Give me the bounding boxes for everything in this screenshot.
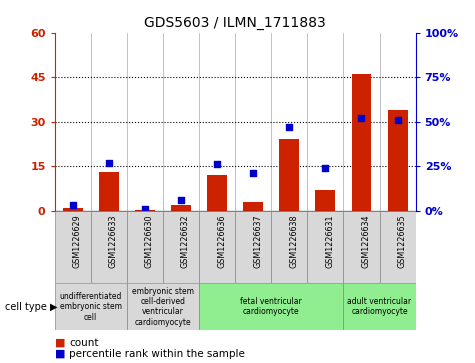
Bar [163, 211, 199, 283]
Text: GSM1226637: GSM1226637 [253, 214, 262, 268]
Point [249, 170, 257, 176]
Text: percentile rank within the sample: percentile rank within the sample [69, 349, 245, 359]
Bar [135, 210, 155, 211]
Text: GSM1226629: GSM1226629 [73, 214, 82, 268]
Text: GSM1226638: GSM1226638 [289, 214, 298, 268]
Bar [271, 211, 307, 283]
Bar [91, 211, 127, 283]
Bar [352, 74, 371, 211]
Text: GSM1226636: GSM1226636 [217, 214, 226, 268]
Bar [99, 172, 119, 211]
Bar [235, 211, 271, 283]
Text: fetal ventricular
cardiomyocyte: fetal ventricular cardiomyocyte [240, 297, 302, 317]
Text: GSM1226634: GSM1226634 [361, 214, 371, 268]
Bar [199, 283, 343, 330]
Bar [171, 205, 191, 211]
Bar [55, 211, 91, 283]
Bar [315, 190, 335, 211]
Point [394, 117, 401, 123]
Point [213, 162, 221, 167]
Point [105, 160, 113, 166]
Bar [127, 283, 199, 330]
Bar [380, 211, 416, 283]
Point [69, 202, 76, 208]
Bar [243, 202, 263, 211]
Title: GDS5603 / ILMN_1711883: GDS5603 / ILMN_1711883 [144, 16, 326, 30]
Bar [63, 208, 83, 211]
Point [358, 115, 365, 121]
Bar [199, 211, 235, 283]
Bar [343, 283, 416, 330]
Text: undifferentiated
embryonic stem
cell: undifferentiated embryonic stem cell [59, 292, 122, 322]
Bar [207, 175, 227, 211]
Text: GSM1226635: GSM1226635 [398, 214, 407, 268]
Point [177, 197, 185, 203]
Text: adult ventricular
cardiomyocyte: adult ventricular cardiomyocyte [348, 297, 411, 317]
Bar [279, 139, 299, 211]
Text: ■: ■ [55, 349, 65, 359]
Point [285, 124, 293, 130]
Text: GSM1226632: GSM1226632 [181, 214, 190, 268]
Bar [388, 110, 408, 211]
Text: count: count [69, 338, 98, 348]
Text: embryonic stem
cell-derived
ventricular
cardiomyocyte: embryonic stem cell-derived ventricular … [132, 287, 194, 327]
Text: GSM1226630: GSM1226630 [145, 214, 154, 268]
Bar [127, 211, 163, 283]
Point [141, 206, 149, 212]
Text: GSM1226633: GSM1226633 [109, 214, 118, 268]
Bar [343, 211, 380, 283]
Bar [55, 283, 127, 330]
Text: cell type ▶: cell type ▶ [5, 302, 57, 312]
Text: GSM1226631: GSM1226631 [325, 214, 334, 268]
Text: ■: ■ [55, 338, 65, 348]
Bar [307, 211, 343, 283]
Point [322, 165, 329, 171]
